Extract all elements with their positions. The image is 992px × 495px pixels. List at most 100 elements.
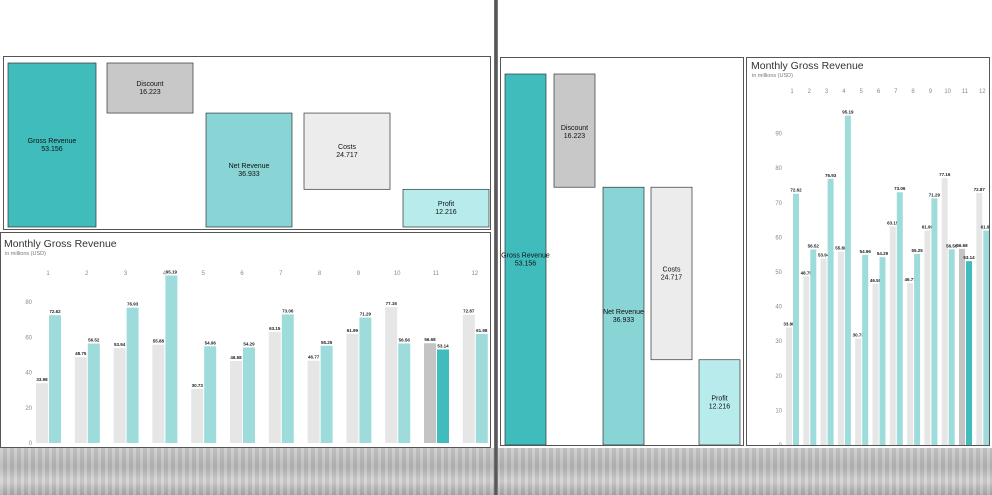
waterfall-category-label: Net Revenue xyxy=(603,309,644,316)
x-axis-month-label: 3 xyxy=(124,271,128,277)
revenue-bar xyxy=(230,361,242,443)
revenue-value-label: 55.88 xyxy=(153,339,165,344)
revenue-bar xyxy=(437,349,449,443)
y-axis-tick-label: 50 xyxy=(775,270,782,276)
revenue-value-label: 53.94 xyxy=(818,252,830,257)
x-axis-month-label: 2 xyxy=(808,89,812,95)
revenue-value-label: 72.87 xyxy=(974,187,986,192)
revenue-bar xyxy=(398,343,411,443)
waterfall-category-label: Profit xyxy=(438,201,454,208)
revenue-bar xyxy=(966,261,972,445)
revenue-value-label: 76.93 xyxy=(825,173,837,178)
revenue-value-label: 61.99 xyxy=(922,225,934,230)
x-axis-month-label: 8 xyxy=(911,89,915,95)
revenue-value-label: 33.98 xyxy=(783,321,795,326)
waterfall-bar xyxy=(698,359,741,445)
y-axis-tick-label: 80 xyxy=(25,300,32,306)
y-axis-tick-label: 40 xyxy=(775,305,782,311)
revenue-value-label: 77.16 xyxy=(386,301,398,306)
chart-title: Monthly Gross Revenue xyxy=(4,238,117,250)
y-axis-tick-label: 10 xyxy=(775,408,782,414)
waterfall-bar xyxy=(553,73,596,188)
revenue-bar xyxy=(243,347,255,443)
revenue-bar xyxy=(941,178,948,445)
revenue-bar xyxy=(931,198,938,445)
revenue-bar xyxy=(424,343,436,443)
revenue-value-label: 46.77 xyxy=(308,355,320,360)
revenue-value-label: 53.14 xyxy=(963,255,975,260)
y-axis-tick-label: 40 xyxy=(25,371,32,377)
y-axis-tick-label: 0 xyxy=(779,443,783,446)
revenue-value-label: 55.88 xyxy=(835,246,847,251)
x-axis-month-label: 10 xyxy=(944,89,951,95)
chart-subtitle: in millions (USD) xyxy=(752,73,793,79)
revenue-bar xyxy=(907,283,914,445)
monthly-revenue-panel-right: Monthly Gross Revenue in millions (USD) 0 1… xyxy=(746,57,990,446)
revenue-value-label: 63.15 xyxy=(269,326,281,331)
revenue-value-label: 56.56 xyxy=(399,337,411,342)
waterfall-category-label: Discount xyxy=(561,125,588,132)
revenue-bar xyxy=(359,317,372,443)
revenue-bar xyxy=(165,275,178,443)
waterfall-value-label: 53.156 xyxy=(41,146,63,153)
revenue-bar xyxy=(385,307,398,443)
revenue-value-label: 95.19 xyxy=(842,110,854,115)
revenue-value-label: 61.98 xyxy=(981,225,990,230)
revenue-bar xyxy=(346,333,359,443)
y-axis-tick-label: 80 xyxy=(775,166,782,172)
revenue-bar xyxy=(49,315,61,443)
revenue-bar xyxy=(976,192,983,445)
revenue-bar xyxy=(855,338,862,445)
revenue-value-label: 55.25 xyxy=(321,340,333,345)
revenue-bar xyxy=(793,193,799,445)
revenue-value-label: 73.06 xyxy=(894,186,906,191)
revenue-bar xyxy=(87,343,100,443)
x-axis-month-label: 4 xyxy=(163,271,167,277)
x-axis-month-label: 12 xyxy=(979,89,986,95)
x-axis-month-label: 12 xyxy=(471,271,478,277)
revenue-bar xyxy=(307,360,320,443)
waterfall-bar xyxy=(303,112,391,190)
waterfall-category-label: Gross Revenue xyxy=(501,253,550,260)
revenue-value-label: 73.06 xyxy=(282,308,294,313)
revenue-bar xyxy=(126,307,139,443)
revenue-bar xyxy=(191,388,204,443)
revenue-value-label: 53.94 xyxy=(114,342,126,347)
waterfall-value-label: 36.933 xyxy=(613,317,635,324)
y-axis-tick-label: 0 xyxy=(29,441,33,447)
x-axis-month-label: 5 xyxy=(202,271,206,277)
y-axis-tick-label: 60 xyxy=(775,235,782,241)
revenue-value-label: 71.29 xyxy=(929,192,941,197)
revenue-value-label: 71.29 xyxy=(360,312,372,317)
x-axis-month-label: 3 xyxy=(825,89,829,95)
revenue-bar xyxy=(983,230,989,445)
revenue-bar xyxy=(820,258,827,445)
x-axis-month-label: 2 xyxy=(85,271,89,277)
x-axis-month-label: 4 xyxy=(842,89,846,95)
revenue-value-label: 72.62 xyxy=(790,188,802,193)
revenue-bar xyxy=(879,257,886,445)
revenue-value-label: 53.14 xyxy=(437,343,449,348)
x-axis-month-label: 6 xyxy=(240,271,244,277)
waterfall-category-label: Costs xyxy=(338,144,356,151)
revenue-value-label: 46.58 xyxy=(870,278,882,283)
revenue-bar xyxy=(462,314,475,443)
revenue-value-label: 63.15 xyxy=(887,221,899,226)
y-axis-tick-label: 90 xyxy=(775,132,782,138)
x-axis-month-label: 7 xyxy=(279,271,283,277)
revenue-value-label: 48.75 xyxy=(801,270,813,275)
x-axis-month-label: 11 xyxy=(433,271,440,277)
revenue-bar xyxy=(113,348,126,443)
revenue-bar xyxy=(803,276,810,445)
waterfall-bar xyxy=(602,186,645,445)
pane-divider[interactable] xyxy=(494,0,498,495)
revenue-bar xyxy=(862,254,869,445)
revenue-bar xyxy=(152,344,165,443)
waterfall-panel-right: Gross Revenue 53.156 Discount 16.223 Net Rev… xyxy=(500,57,744,446)
waterfall-bar xyxy=(7,62,97,228)
revenue-value-label: 76.93 xyxy=(127,302,139,307)
revenue-value-label: 72.87 xyxy=(463,309,475,314)
revenue-value-label: 95.19 xyxy=(166,269,178,274)
